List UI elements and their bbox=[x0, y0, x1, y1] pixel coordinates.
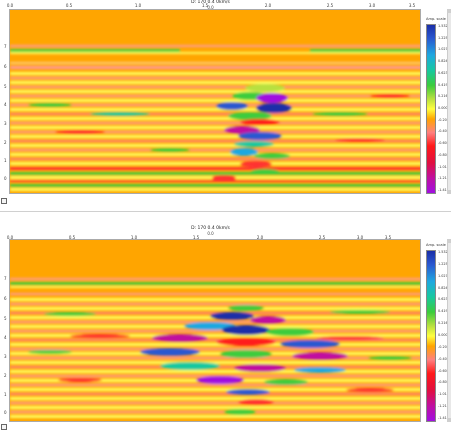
colorbar-label: 0.82492 bbox=[438, 285, 451, 290]
colorbar-label: 0.41992 bbox=[438, 82, 451, 87]
colorbar-label: -1.2166 bbox=[438, 176, 451, 181]
colorbar-label: -1.4193 bbox=[438, 416, 451, 420]
arrow-down-icon[interactable] bbox=[447, 418, 451, 422]
colorbar-label: -1.0133 bbox=[438, 164, 451, 169]
arrow-down-icon[interactable] bbox=[447, 190, 451, 194]
colorbar-label: -0.60672 bbox=[438, 368, 451, 373]
x-tick-label: 3.0 bbox=[356, 235, 364, 240]
seismic-plot[interactable] bbox=[9, 9, 421, 194]
y-tick-label: 0 bbox=[4, 410, 7, 415]
seismic-image bbox=[10, 10, 420, 193]
colorbar-label: 1.2256 bbox=[438, 261, 450, 266]
x-tick-label: 1.0 bbox=[134, 3, 142, 8]
panel-subtitle: 0.0 bbox=[207, 5, 214, 10]
x-tick-label: 0.5 bbox=[68, 235, 76, 240]
y-tick-label: 0 bbox=[4, 176, 7, 181]
y-tick-label: 1 bbox=[4, 392, 7, 397]
x-tick-label: 0.5 bbox=[65, 3, 73, 8]
colorbar-title: Amp. scale bbox=[426, 17, 446, 21]
y-tick-label: 7 bbox=[4, 44, 7, 49]
x-tick-label: 1.5 bbox=[192, 235, 200, 240]
colorbar-label: 0.21665 bbox=[438, 94, 451, 99]
panel-title: D: 170 0.4 0km/s bbox=[191, 0, 230, 5]
colorbar-label: 0.00009 bbox=[438, 106, 451, 110]
colorbar-label: -1.2166 bbox=[438, 404, 451, 409]
x-tick-label: 3.0 bbox=[368, 3, 376, 8]
colorbar-label: 0.41992 bbox=[438, 309, 451, 314]
x-tick-label: 0.0 bbox=[6, 3, 14, 8]
colorbar-label: -0.20218 bbox=[438, 344, 451, 349]
colorbar-label: 1.0277 bbox=[438, 273, 450, 278]
colorbar-label: 0.6232 bbox=[438, 297, 450, 302]
colorbar-label: 1.5326 bbox=[438, 24, 450, 28]
vertical-scrollbar[interactable] bbox=[447, 239, 451, 422]
colorbar-label: 1.2256 bbox=[438, 35, 450, 40]
x-tick-label: 2.0 bbox=[264, 3, 272, 8]
vertical-scrollbar[interactable] bbox=[447, 9, 451, 194]
colorbar-label: 0.21665 bbox=[438, 321, 451, 326]
x-tick-label: 2.5 bbox=[326, 3, 334, 8]
colorbar-label: -0.40646 bbox=[438, 356, 451, 361]
x-tick-label: 0.0 bbox=[6, 235, 14, 240]
y-tick-label: 6 bbox=[4, 64, 7, 69]
save-icon[interactable] bbox=[1, 198, 7, 204]
x-tick-label: 2.0 bbox=[256, 235, 264, 240]
y-tick-label: 2 bbox=[4, 373, 7, 378]
colorbar bbox=[426, 250, 436, 422]
panel-title: D: 170 0.4 0km/s bbox=[191, 226, 230, 231]
seismic-plot[interactable] bbox=[9, 239, 421, 422]
y-tick-label: 5 bbox=[4, 316, 7, 321]
colorbar-label: 0.00009 bbox=[438, 333, 451, 337]
y-tick-label: 1 bbox=[4, 158, 7, 163]
panel-subtitle: 0.0 bbox=[207, 231, 214, 236]
x-tick-label: 3.5 bbox=[384, 235, 392, 240]
colorbar-label: -0.60672 bbox=[438, 141, 451, 146]
save-icon[interactable] bbox=[1, 424, 7, 430]
colorbar-title: Amp. scale bbox=[426, 243, 446, 247]
arrow-up-icon[interactable] bbox=[447, 239, 451, 243]
colorbar-label: -0.20218 bbox=[438, 117, 451, 122]
y-tick-label: 4 bbox=[4, 335, 7, 340]
colorbar-label: 1.0277 bbox=[438, 47, 450, 52]
y-tick-label: 4 bbox=[4, 102, 7, 107]
panel-top: D: 170 0.4 0km/s 0.0 0.0 0.5 1.0 1.5 2.0… bbox=[0, 0, 451, 210]
colorbar-label: -0.80999 bbox=[438, 152, 451, 157]
x-tick-label: 2.5 bbox=[318, 235, 326, 240]
panel-divider bbox=[0, 211, 451, 212]
y-tick-label: 5 bbox=[4, 84, 7, 89]
colorbar-label: -1.0133 bbox=[438, 392, 451, 397]
y-tick-label: 7 bbox=[4, 276, 7, 281]
colorbar-label: -0.40646 bbox=[438, 129, 451, 134]
panel-bottom: D: 170 0.4 0km/s 0.0 0.0 0.5 1.0 1.5 2.0… bbox=[0, 226, 451, 433]
x-tick-label: 3.5 bbox=[408, 3, 416, 8]
colorbar-label: 0.82492 bbox=[438, 59, 451, 64]
y-tick-label: 3 bbox=[4, 121, 7, 126]
y-tick-label: 3 bbox=[4, 354, 7, 359]
colorbar-label: 0.6232 bbox=[438, 70, 450, 75]
colorbar-label: 1.5326 bbox=[438, 250, 450, 254]
seismic-image bbox=[10, 240, 420, 421]
colorbar-label: -0.80999 bbox=[438, 380, 451, 385]
y-tick-label: 6 bbox=[4, 296, 7, 301]
x-tick-label: 1.0 bbox=[130, 235, 138, 240]
colorbar-label: -1.4193 bbox=[438, 188, 451, 192]
x-tick-label: 1.5 bbox=[201, 3, 209, 8]
y-tick-label: 2 bbox=[4, 140, 7, 145]
colorbar bbox=[426, 24, 436, 194]
arrow-up-icon[interactable] bbox=[447, 9, 451, 13]
